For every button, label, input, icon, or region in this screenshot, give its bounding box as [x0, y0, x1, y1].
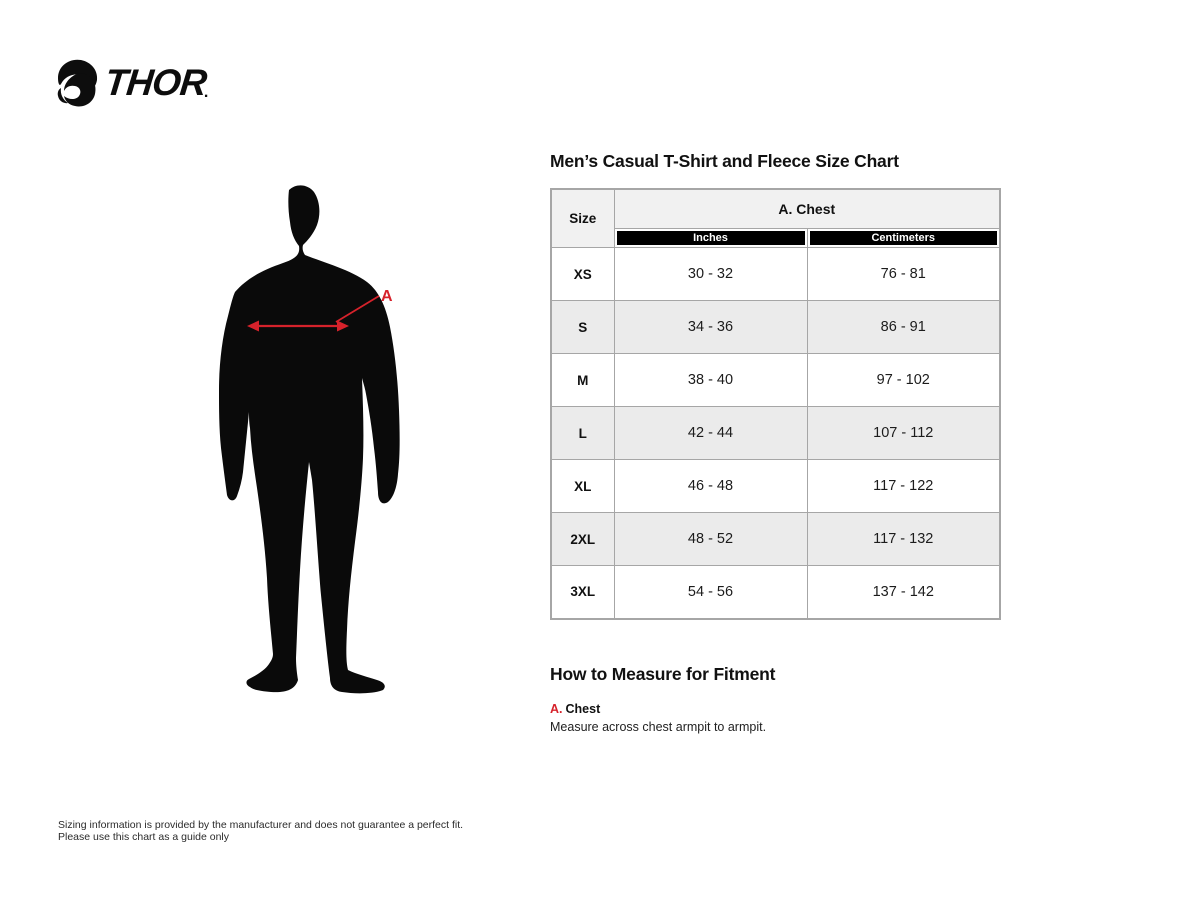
- table-row-3xl: 3XL 54 - 56 137 - 142: [550, 565, 1001, 619]
- table-row-xs: XS 30 - 32 76 - 81: [550, 247, 1001, 301]
- size-chart-title: Men’s Casual T-Shirt and Fleece Size Cha…: [550, 151, 899, 171]
- chest-centimeters-value: 97 - 102: [806, 353, 1001, 407]
- brand-logo: THOR .: [55, 58, 208, 108]
- label-leader-line: [335, 295, 380, 323]
- column-header-centimeters: Centimeters: [809, 231, 998, 245]
- unit-header-cell: Inches: [613, 228, 808, 248]
- male-silhouette-figure: A: [205, 180, 405, 705]
- chest-arrow-head-left: [247, 320, 259, 332]
- sizing-disclaimer: Sizing information is provided by the ma…: [58, 819, 463, 843]
- measure-item-description: Measure across chest armpit to armpit.: [550, 719, 767, 734]
- table-row-2xl: 2XL 48 - 52 117 - 132: [550, 512, 1001, 566]
- how-to-measure-section: How to Measure for Fitment A. Chest Measu…: [550, 664, 1002, 736]
- size-label: M: [550, 353, 615, 407]
- chest-inches-value: 30 - 32: [613, 247, 808, 301]
- how-to-measure-heading: How to Measure for Fitment: [550, 663, 776, 684]
- measure-item-key: A.: [550, 701, 563, 716]
- chest-centimeters-value: 117 - 132: [806, 512, 1001, 566]
- unit-header-cell: Centimeters: [806, 228, 1001, 248]
- chest-arrow-head-right: [337, 320, 349, 332]
- male-silhouette-svg: A: [219, 185, 400, 694]
- size-label: 2XL: [550, 512, 615, 566]
- column-header-inches: Inches: [616, 231, 805, 245]
- size-chart-section: Men’s Casual T-Shirt and Fleece Size Cha…: [550, 150, 1002, 736]
- column-header-chest: A. Chest: [613, 188, 1001, 229]
- chest-centimeters-value: 117 - 122: [806, 459, 1001, 513]
- chest-inches-value: 48 - 52: [613, 512, 808, 566]
- disclaimer-line-1: Sizing information is provided by the ma…: [58, 819, 464, 831]
- chest-measurement-arrow: [247, 295, 380, 332]
- table-row-s: S 34 - 36 86 - 91: [550, 300, 1001, 354]
- disclaimer-line-2: Please use this chart as a guide only: [58, 831, 230, 843]
- size-label: XS: [550, 247, 615, 301]
- size-chart-table: Size A. Chest Inches Centimeters XS 30 -…: [550, 188, 1002, 620]
- chest-centimeters-value: 107 - 112: [806, 406, 1001, 460]
- measure-item-name: Chest: [565, 701, 601, 716]
- size-label: 3XL: [550, 565, 615, 619]
- thor-horned-head-icon: [57, 59, 98, 107]
- brand-wordmark: THOR: [102, 62, 209, 103]
- chest-inches-value: 46 - 48: [613, 459, 808, 513]
- measure-item-chest: A. Chest Measure across chest armpit to a…: [550, 701, 1002, 736]
- chest-centimeters-value: 137 - 142: [806, 565, 1001, 619]
- measurement-label-a: A: [381, 288, 393, 305]
- table-row-m: M 38 - 40 97 - 102: [550, 353, 1001, 407]
- chest-inches-value: 54 - 56: [613, 565, 808, 619]
- chest-centimeters-value: 76 - 81: [806, 247, 1001, 301]
- chest-centimeters-value: 86 - 91: [806, 300, 1001, 354]
- table-row-l: L 42 - 44 107 - 112: [550, 406, 1001, 460]
- chest-inches-value: 34 - 36: [613, 300, 808, 354]
- size-label: XL: [550, 459, 615, 513]
- header-row-group: Size A. Chest: [550, 188, 1001, 248]
- size-label: L: [550, 406, 615, 460]
- chest-inches-value: 42 - 44: [613, 406, 808, 460]
- size-label: S: [550, 300, 615, 354]
- male-silhouette: [219, 185, 400, 694]
- brand-wordmark-dot: .: [203, 84, 209, 101]
- table-row-xl: XL 46 - 48 117 - 122: [550, 459, 1001, 513]
- chest-inches-value: 38 - 40: [613, 353, 808, 407]
- column-header-size: Size: [550, 188, 615, 248]
- header-row-units: Inches Centimeters: [551, 228, 1001, 248]
